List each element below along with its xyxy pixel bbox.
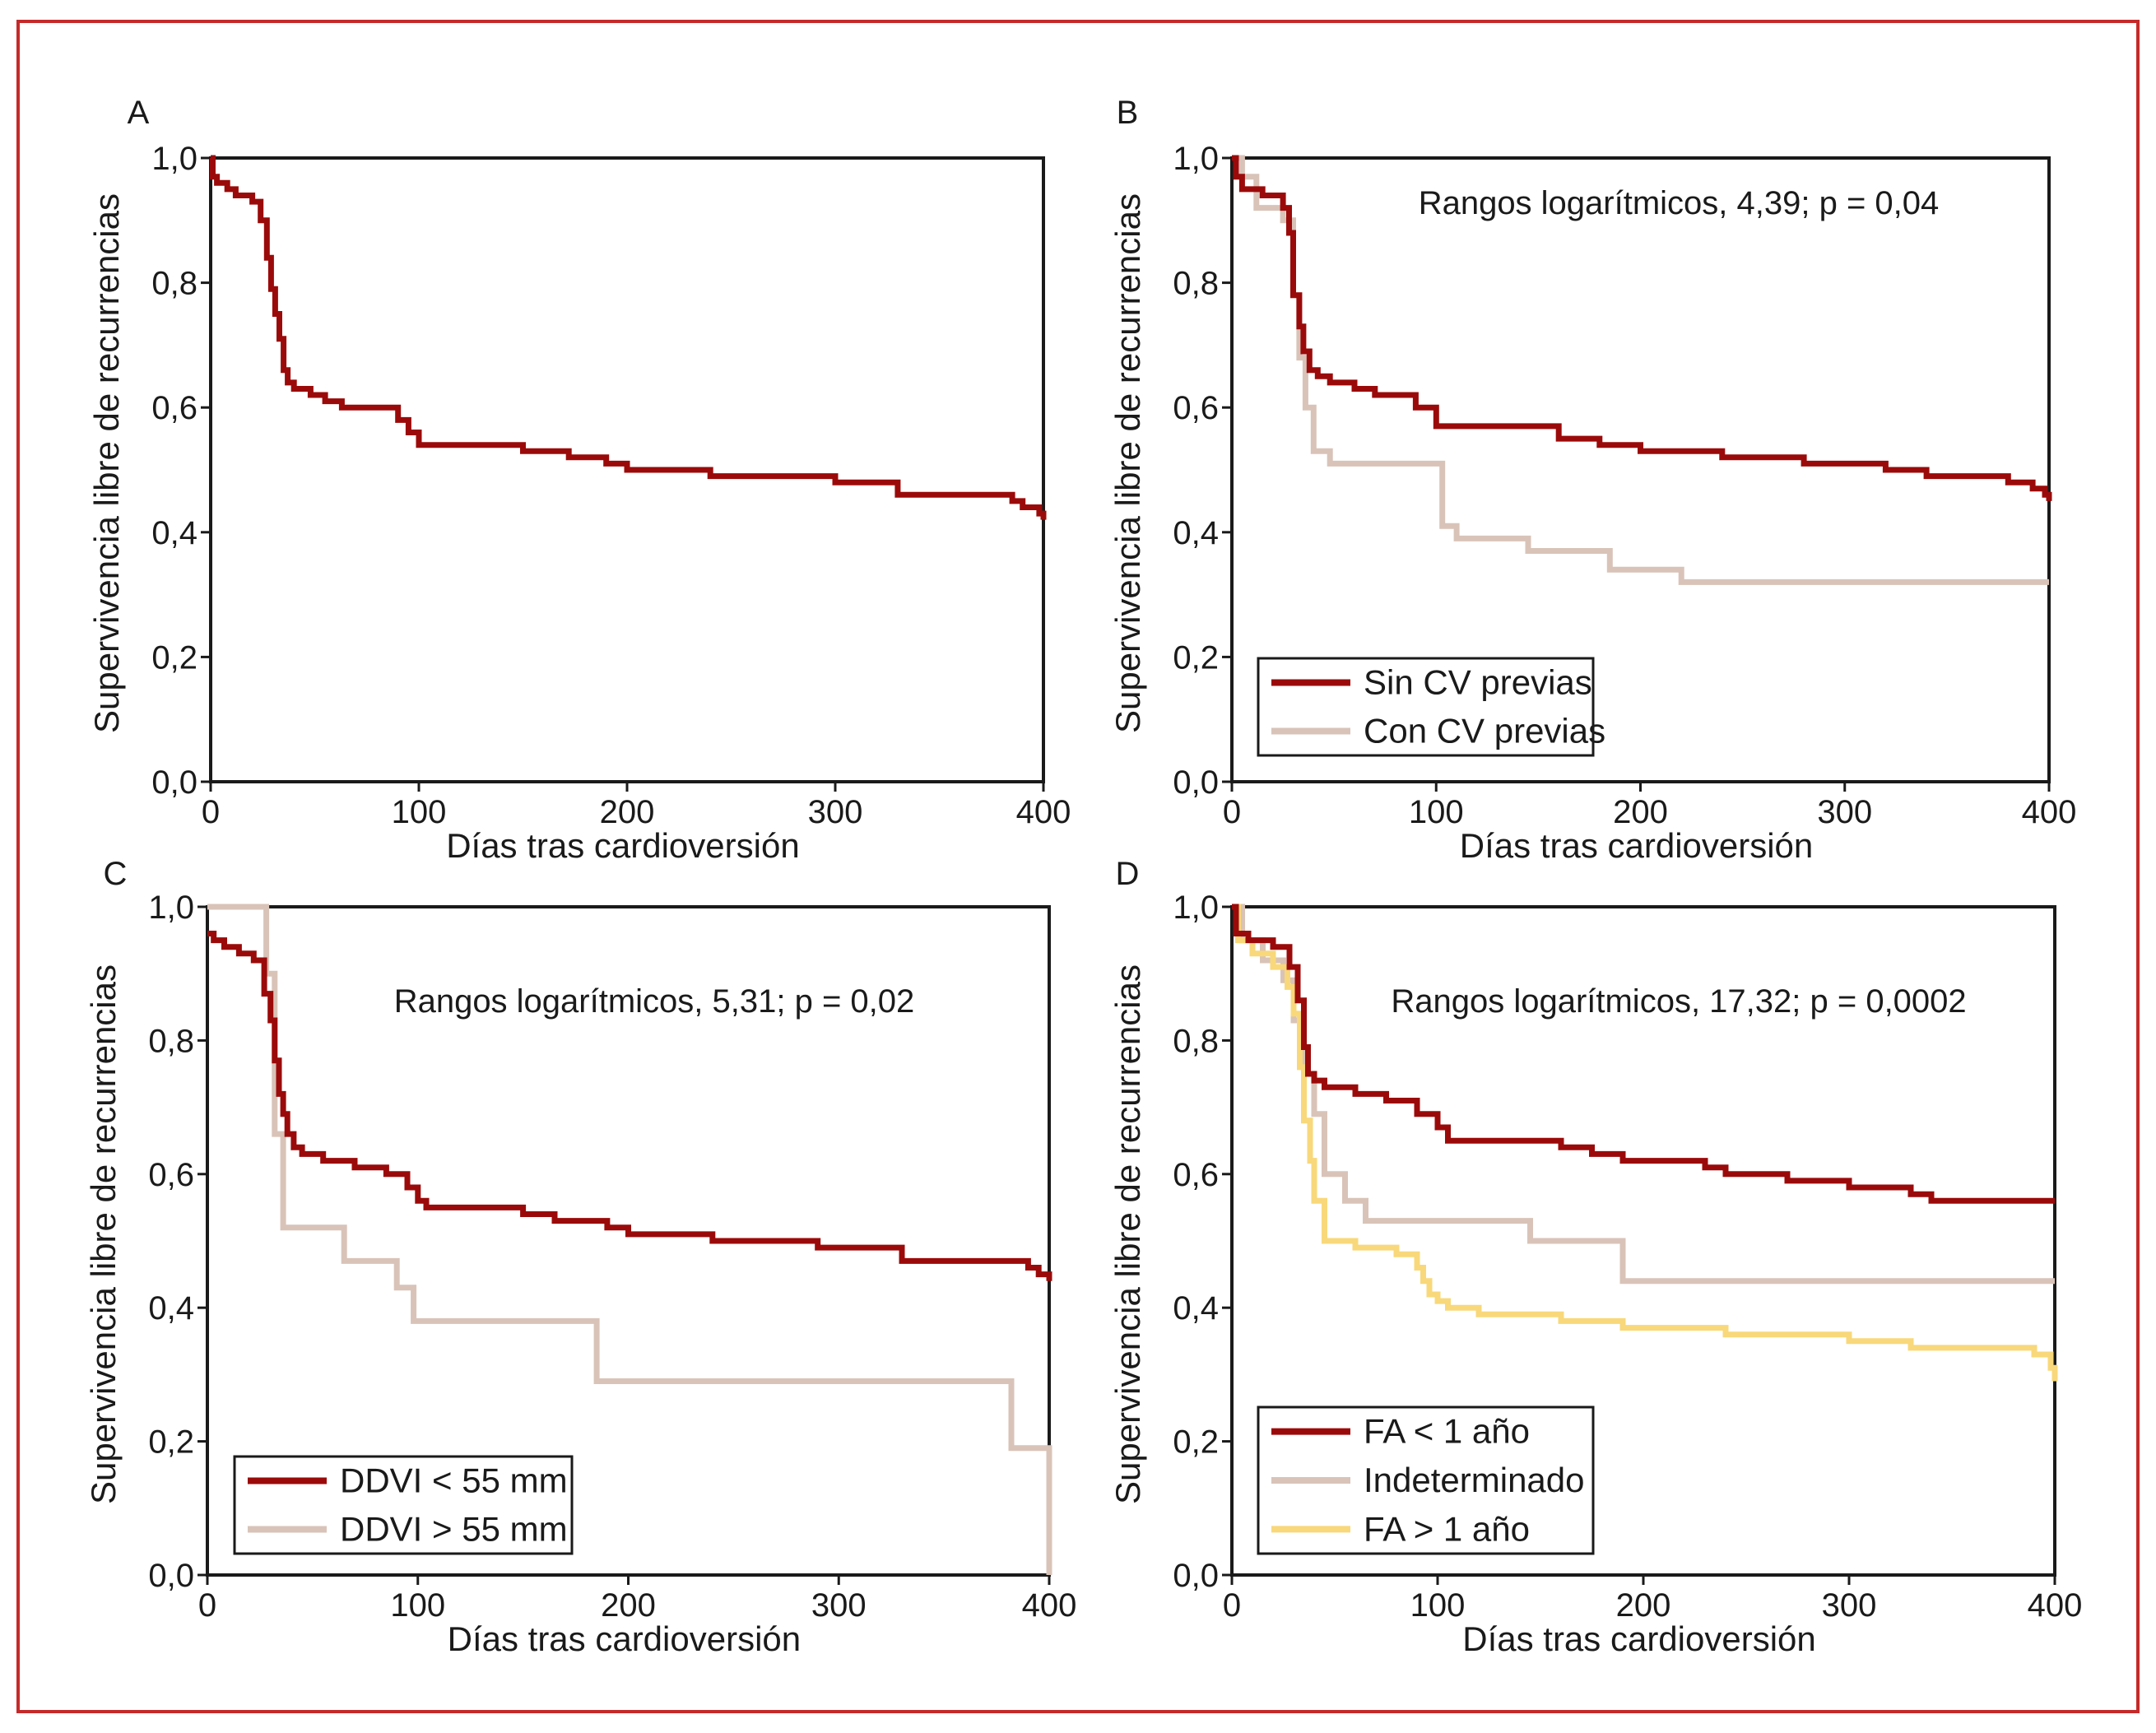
y-tick-label: 1,0 [1173, 141, 1219, 177]
y-tick-label: 0,0 [1173, 764, 1219, 801]
legend: FA < 1 año Indeterminado FA > 1 año [1257, 1405, 1595, 1555]
panel-label: C [104, 856, 128, 892]
figure-border [16, 20, 2140, 1713]
x-tick-label: 0 [198, 1587, 216, 1624]
legend-label: FA < 1 año [1364, 1412, 1530, 1451]
series-line-2 [1232, 155, 2049, 585]
y-tick-label: 0,8 [1173, 266, 1219, 302]
y-tick-label: 0,6 [1173, 1157, 1219, 1193]
y-tick-label: 0,8 [148, 1023, 194, 1059]
y-tick-label: 0,8 [151, 266, 197, 302]
series-group [1232, 904, 2058, 1382]
x-tick-label: 200 [601, 1587, 656, 1624]
x-tick-label: 0 [1223, 794, 1241, 830]
x-tick-label: 100 [1410, 1587, 1466, 1624]
x-tick-label: 400 [2028, 1587, 2083, 1624]
y-tick-label: 0,0 [1173, 1558, 1219, 1594]
y-tick-label: 0,2 [151, 639, 197, 676]
y-axis-title: Supervivencia libre de recurrencias [84, 964, 123, 1504]
x-tick-label: 300 [1822, 1587, 1877, 1624]
y-tick-label: 0,8 [1173, 1023, 1219, 1059]
x-tick-label: 200 [600, 794, 655, 830]
y-axis-title: Supervivencia libre de recurrencias [1108, 964, 1147, 1504]
y-tick-label: 1,0 [148, 890, 194, 926]
x-tick-label: 300 [808, 794, 863, 830]
y-tick-label: 0,2 [1173, 639, 1219, 676]
legend-label: Indeterminado [1364, 1461, 1585, 1499]
y-tick-label: 0,2 [1173, 1424, 1219, 1461]
legend-label: Con CV previas [1364, 712, 1605, 750]
logrank-annotation: Rangos logarítmicos, 5,31; p = 0,02 [394, 983, 915, 1020]
logrank-annotation: Rangos logarítmicos, 17,32; p = 0,0002 [1391, 983, 1966, 1020]
panel-label: A [128, 95, 150, 131]
x-axis-title: Días tras cardioversión [1460, 826, 1814, 865]
logrank-annotation: Rangos logarítmicos, 4,39; p = 0,04 [1419, 185, 1940, 221]
x-tick-label: 400 [1022, 1587, 1077, 1624]
y-tick-label: 0,0 [151, 764, 197, 801]
series-group [1232, 155, 2052, 585]
y-tick-label: 1,0 [151, 141, 197, 177]
x-axis-title: Días tras cardioversión [1462, 1619, 1816, 1658]
x-tick-label: 200 [1613, 794, 1668, 830]
y-axis-title: Supervivencia libre de recurrencias [87, 193, 126, 733]
legend-box [233, 1455, 574, 1555]
x-tick-label: 100 [390, 1587, 445, 1624]
x-tick-label: 400 [1016, 794, 1071, 830]
panel-a: A 0,0 0,2 0,4 0,6 0,8 1,0 0 100 200 300 400 Días tra… [87, 95, 1071, 865]
series-line-1 [207, 931, 1052, 1281]
series-line-1 [1232, 155, 2052, 501]
panel-d: D 0,0 0,2 0,4 0,6 0,8 1,0 0 100 200 300 400 Días tra… [1108, 856, 2082, 1658]
x-tick-label: 100 [1409, 794, 1464, 830]
legend-label: DDVI > 55 mm [340, 1510, 568, 1549]
x-tick-label: 0 [1223, 1587, 1241, 1624]
series-group [207, 904, 1052, 1575]
legend-label: FA > 1 año [1364, 1509, 1530, 1548]
x-axis-title: Días tras cardioversión [446, 826, 800, 865]
x-tick-label: 200 [1616, 1587, 1671, 1624]
y-tick-label: 0,4 [148, 1290, 194, 1326]
x-tick-label: 400 [2022, 794, 2077, 830]
panel-c: C 0,0 0,2 0,4 0,6 0,8 1,0 0 100 200 300 400 Días tra… [84, 856, 1076, 1658]
y-tick-label: 0,4 [1173, 515, 1219, 551]
y-tick-label: 0,6 [1173, 390, 1219, 426]
legend: DDVI < 55 mm DDVI > 55 mm [233, 1455, 574, 1555]
x-axis-title: Días tras cardioversión [448, 1619, 802, 1658]
panel-label: D [1116, 856, 1140, 892]
series-line-2 [1232, 904, 2055, 1285]
series-line-1 [1232, 904, 2055, 1204]
y-tick-label: 0,4 [151, 515, 197, 551]
y-tick-label: 0,2 [148, 1424, 194, 1461]
legend: Sin CV previas Con CV previas [1257, 657, 1605, 757]
series-line-3 [1232, 904, 2058, 1382]
series-line-2 [207, 904, 1052, 1575]
panel-label: B [1117, 95, 1139, 131]
legend-label: DDVI < 55 mm [340, 1461, 568, 1500]
x-tick-label: 100 [392, 794, 447, 830]
legend-label: Sin CV previas [1364, 663, 1592, 702]
legend-box [1257, 657, 1595, 757]
y-tick-label: 0,4 [1173, 1290, 1219, 1326]
x-tick-label: 300 [811, 1587, 867, 1624]
x-tick-label: 0 [202, 794, 220, 830]
y-tick-label: 0,6 [148, 1157, 194, 1193]
panel-b: B 0,0 0,2 0,4 0,6 0,8 1,0 0 100 200 300 400 Días tra… [1108, 95, 2076, 865]
panels: A 0,0 0,2 0,4 0,6 0,8 1,0 0 100 200 300 400 Días tra… [84, 95, 2082, 1658]
y-axis-title: Supervivencia libre de recurrencias [1108, 193, 1147, 733]
series-line-1 [210, 155, 1047, 520]
series-group [210, 155, 1047, 520]
y-tick-label: 0,6 [151, 390, 197, 426]
y-tick-label: 0,0 [148, 1558, 194, 1594]
x-tick-label: 300 [1817, 794, 1872, 830]
y-tick-label: 1,0 [1173, 890, 1219, 926]
